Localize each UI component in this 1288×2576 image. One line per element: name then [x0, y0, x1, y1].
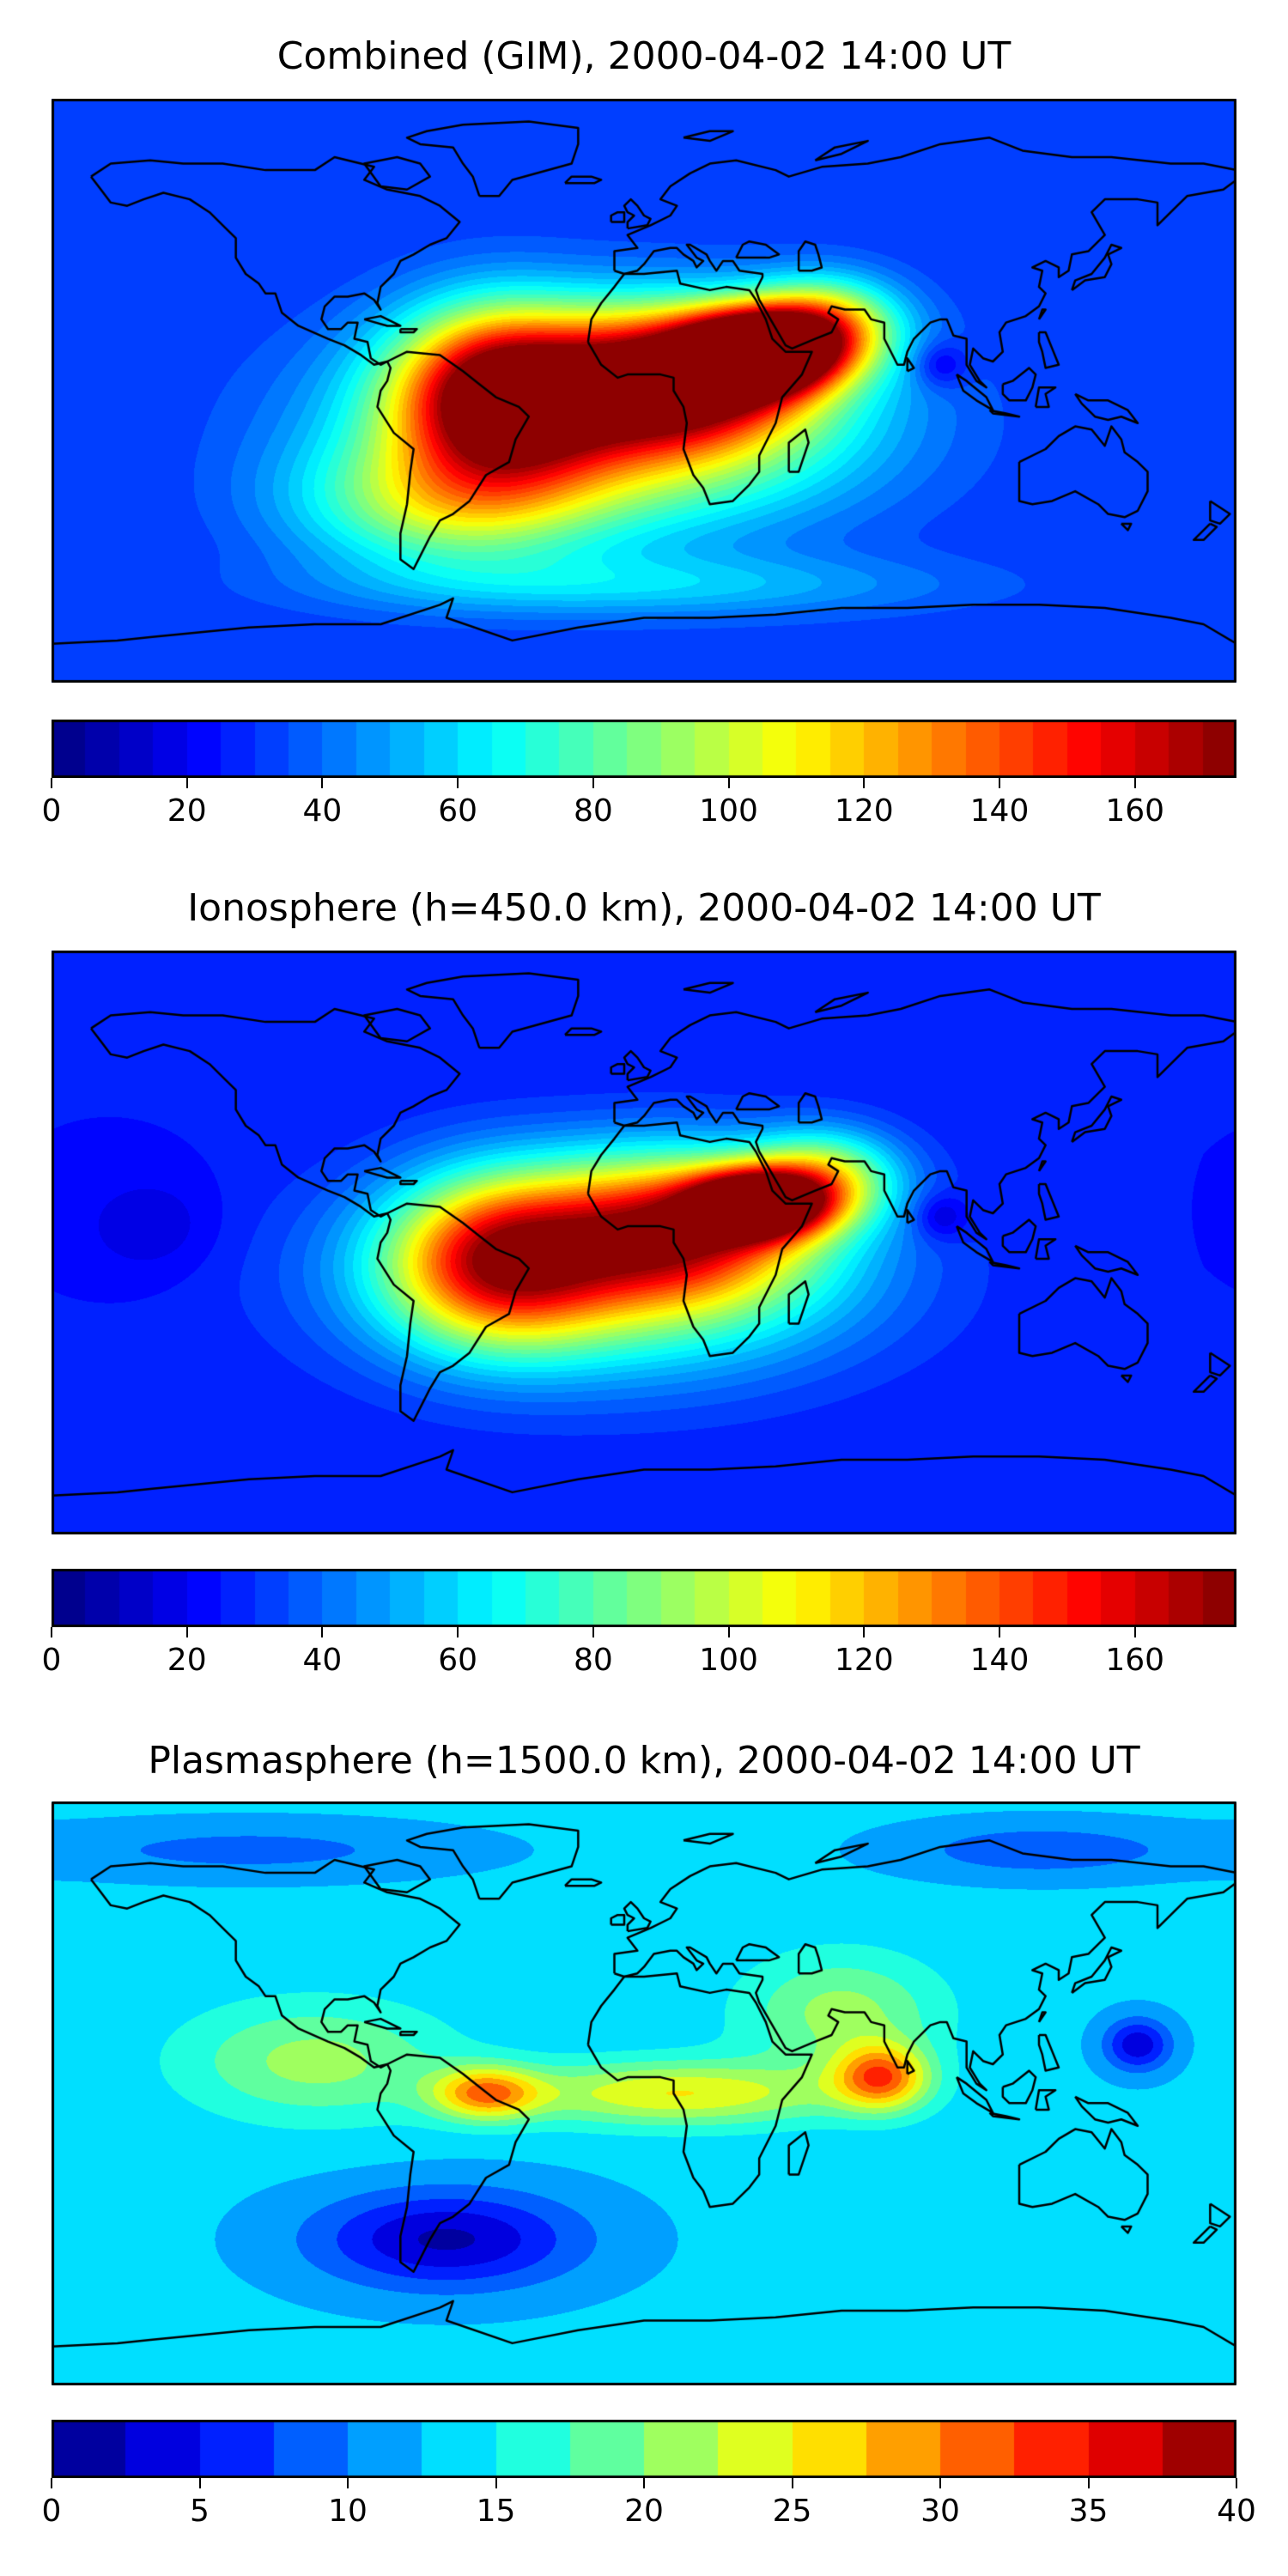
colorbar-tick-mark — [198, 2478, 201, 2488]
colorbar-tick-label: 0 — [41, 793, 62, 829]
colorbar-tick-mark — [1133, 1627, 1136, 1637]
colorbar-tick-mark — [495, 2478, 497, 2488]
colorbar-tick-label: 15 — [476, 2494, 516, 2529]
colorbar-tick-mark — [1133, 778, 1136, 788]
colorbar-tick-label: 120 — [834, 1643, 894, 1678]
colorbar-tick-mark — [185, 1627, 188, 1637]
colorbar-tick-label: 40 — [302, 793, 343, 829]
colorbar-tick-label: 140 — [969, 1643, 1030, 1678]
colorbar-tick-mark — [347, 2478, 349, 2488]
colorbar-tick-mark — [939, 2478, 941, 2488]
colorbar-tick-mark — [643, 2478, 645, 2488]
colorbar-tick-mark — [1236, 2478, 1237, 2488]
colorbar-tick-label: 20 — [167, 1643, 207, 1678]
colorbar-tick-label: 60 — [438, 1643, 478, 1678]
colorbar-tick-label: 40 — [302, 1643, 343, 1678]
colorbar-tick-mark — [999, 778, 1000, 788]
colorbar-tick-mark — [863, 1627, 866, 1637]
colorbar-tick-label: 100 — [699, 1643, 758, 1678]
colorbar-tick-label: 160 — [1105, 793, 1165, 829]
colorbar-tick-label: 10 — [328, 2494, 368, 2529]
colorbar-tick-mark — [727, 778, 730, 788]
colorbar-tick-mark — [51, 778, 52, 788]
colorbar-tick-mark — [51, 2478, 52, 2488]
colorbar-tick-label: 35 — [1068, 2494, 1109, 2529]
colorbar-ticks-ionosphere: 0 20 40 60 80 100 120 140 160 — [42, 1627, 1236, 1679]
colorbar-tick-label: 30 — [920, 2494, 960, 2529]
colorbar-tick-mark — [727, 1627, 730, 1637]
map-ionosphere — [52, 951, 1236, 1534]
colorbar-tick-mark — [791, 2478, 793, 2488]
colorbar-tick-label: 25 — [772, 2494, 812, 2529]
colorbar-tick-label: 0 — [41, 2494, 62, 2529]
colorbar-tick-label: 20 — [624, 2494, 664, 2529]
colorbar-tick-mark — [457, 778, 459, 788]
colorbar-plasmasphere — [52, 2420, 1236, 2478]
colorbar-tick-mark — [1087, 2478, 1090, 2488]
colorbar-tick-mark — [592, 1627, 594, 1637]
panel-title-combined: Combined (GIM), 2000-04-02 14:00 UT — [276, 34, 1012, 78]
colorbar-tick-label: 80 — [573, 793, 613, 829]
colorbar-tick-mark — [999, 1627, 1000, 1637]
colorbar-tick-label: 120 — [834, 793, 894, 829]
colorbar-tick-mark — [863, 778, 866, 788]
colorbar-tick-label: 160 — [1105, 1643, 1165, 1678]
colorbar-tick-label: 20 — [167, 793, 207, 829]
colorbar-tick-label: 140 — [969, 793, 1030, 829]
colorbar-ticks-plasmasphere: 0 5 10 15 20 25 30 35 40 — [42, 2478, 1256, 2530]
map-plasmasphere — [52, 1801, 1236, 2385]
colorbar-tick-label: 40 — [1217, 2494, 1256, 2529]
colorbar-tick-label: 80 — [573, 1643, 613, 1678]
colorbar-tick-mark — [321, 778, 324, 788]
colorbar-ionosphere — [52, 1569, 1236, 1627]
colorbar-tick-mark — [457, 1627, 459, 1637]
panel-title-ionosphere: Ionosphere (h=450.0 km), 2000-04-02 14:0… — [187, 886, 1101, 930]
colorbar-tick-mark — [51, 1627, 52, 1637]
colorbar-tick-label: 100 — [699, 793, 758, 829]
colorbar-tick-mark — [321, 1627, 324, 1637]
colorbar-ticks-combined: 0 20 40 60 80 100 120 140 160 — [42, 778, 1236, 829]
colorbar-tick-mark — [185, 778, 188, 788]
colorbar-combined — [52, 720, 1236, 778]
colorbar-tick-label: 0 — [41, 1643, 62, 1678]
colorbar-tick-mark — [592, 778, 594, 788]
colorbar-tick-label: 60 — [438, 793, 478, 829]
map-combined — [52, 99, 1236, 683]
panel-title-plasmasphere: Plasmasphere (h=1500.0 km), 2000-04-02 1… — [148, 1739, 1140, 1783]
colorbar-tick-label: 5 — [190, 2494, 210, 2529]
